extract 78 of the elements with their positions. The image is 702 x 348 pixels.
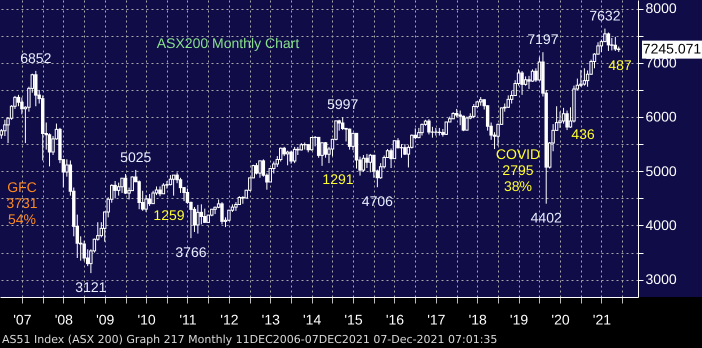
candlestick xyxy=(116,182,120,196)
candlestick xyxy=(472,104,476,119)
candlestick xyxy=(162,182,166,195)
candlestick xyxy=(365,153,369,169)
candlestick xyxy=(579,69,583,88)
annotation: 7632 xyxy=(589,8,621,24)
annotation: GFC 3731 54% xyxy=(6,179,38,227)
annotation: 5025 xyxy=(120,148,152,165)
text: AS51 Index (ASX 200) Graph 217 Monthly 11DEC2006-07DEC2021 07-Dec-2021 07:01:35 xyxy=(2,333,498,346)
candlestick xyxy=(462,114,466,132)
candlestick xyxy=(144,194,148,212)
text: ASX200 Monthly Chart xyxy=(156,35,300,51)
candlestick xyxy=(254,162,258,176)
candlestick xyxy=(565,110,569,131)
x-tick-label: '08 xyxy=(54,312,74,328)
annotation: 436 xyxy=(571,126,595,142)
candlestick xyxy=(340,116,344,131)
candlestick xyxy=(400,144,404,158)
annotation: 7197 xyxy=(527,31,559,48)
annotation: 3766 xyxy=(175,244,207,260)
x-tick-label: '09 xyxy=(96,312,115,328)
candlestick xyxy=(310,136,314,152)
x-tick-label: '18 xyxy=(468,312,488,328)
x-tick-label: '07 xyxy=(13,312,32,328)
annotation: 4402 xyxy=(530,210,562,226)
y-tick-label: 3000 xyxy=(646,271,677,288)
candlestick xyxy=(348,128,352,150)
candlestick xyxy=(524,76,528,86)
annotation: 4706 xyxy=(362,193,394,210)
x-tick-label: '20 xyxy=(551,312,570,328)
candlestick xyxy=(113,180,117,199)
x-tick-label: '15 xyxy=(344,312,363,328)
x-tick-label: '10 xyxy=(137,312,156,328)
candlestick xyxy=(427,118,431,135)
annotation: 1259 xyxy=(153,207,185,223)
candlestick xyxy=(506,94,510,108)
candlestick xyxy=(362,154,366,172)
annotation: 7245.071 xyxy=(642,40,702,57)
candlestick xyxy=(286,150,290,166)
candlestick xyxy=(403,144,407,156)
y-tick-label: 8000 xyxy=(646,0,677,16)
candlestick xyxy=(606,32,610,52)
candlestick xyxy=(368,153,372,173)
candlestick xyxy=(465,116,469,132)
x-tick-label: '16 xyxy=(386,312,404,328)
x-tick-label: '12 xyxy=(220,312,239,328)
candlestick xyxy=(148,194,152,206)
candlestick xyxy=(614,36,618,52)
x-tick-label: '17 xyxy=(427,312,446,328)
annotation: 1291 xyxy=(322,171,354,187)
candlestick xyxy=(292,146,296,164)
annotation: COVID 2795 38% xyxy=(496,146,540,194)
x-tick-label: '11 xyxy=(179,312,197,328)
y-tick-label: 5000 xyxy=(646,162,677,179)
candlestick xyxy=(316,136,320,158)
candlestick xyxy=(151,190,155,204)
candlestick xyxy=(158,186,162,197)
candlestick xyxy=(196,204,200,234)
annotation: 6852 xyxy=(20,50,52,66)
y-tick-label: 6000 xyxy=(646,108,677,125)
candlestick xyxy=(220,202,224,225)
y-tick-label: 4000 xyxy=(646,216,677,233)
candlestick xyxy=(520,70,524,96)
candlestick xyxy=(137,180,141,210)
x-tick-label: '13 xyxy=(262,312,280,328)
candlestick xyxy=(200,204,204,225)
candlestick xyxy=(172,174,176,196)
candlestick xyxy=(444,120,448,136)
x-tick-label: '14 xyxy=(303,312,322,328)
candlestick xyxy=(582,68,586,86)
candlestick xyxy=(34,70,38,107)
x-tick-label: '19 xyxy=(510,312,528,328)
x-tick-label: '21 xyxy=(592,312,612,328)
annotation: 3121 xyxy=(75,279,107,296)
annotation: 5997 xyxy=(327,96,358,112)
candlestick xyxy=(289,150,293,164)
candlestick xyxy=(203,208,206,224)
annotation: 487 xyxy=(608,57,632,73)
